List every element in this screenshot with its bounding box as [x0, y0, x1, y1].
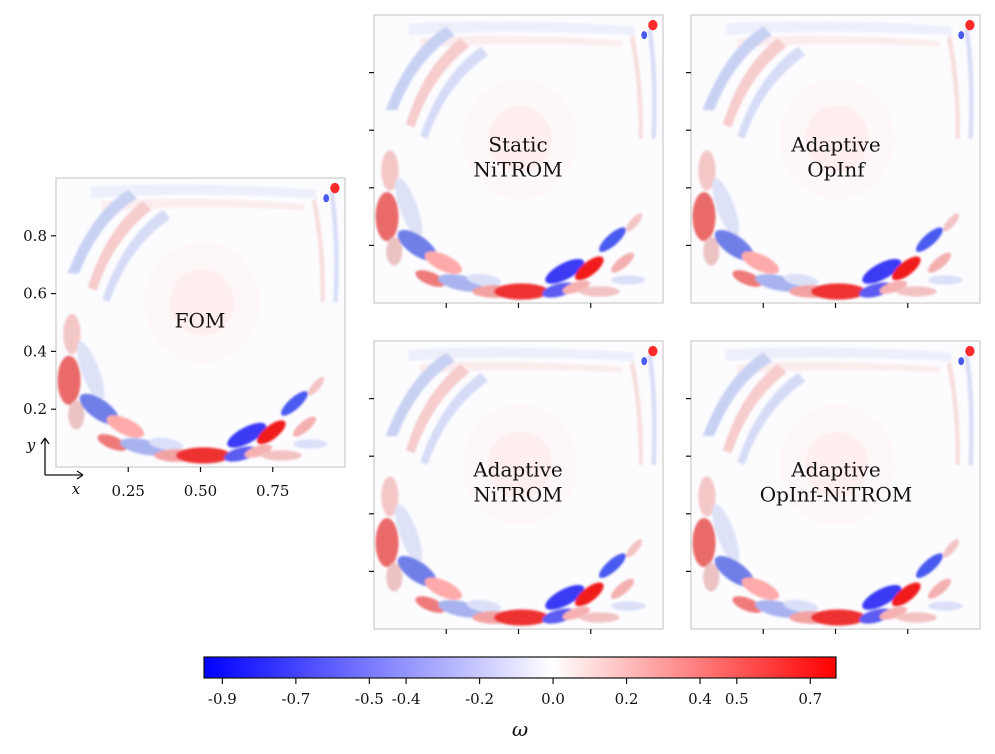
label-adaptive-nitrom-line2: NiTROM	[473, 483, 562, 507]
colorbar-tick-label: 0.4	[688, 690, 712, 708]
y-tick-label: 0.2	[23, 400, 47, 418]
colorbar-tick-label: -0.2	[465, 690, 494, 708]
x-tick-label: 0.75	[256, 482, 289, 500]
y-tick-label: 0.6	[23, 285, 47, 303]
colorbar-tick-label: -0.7	[281, 690, 310, 708]
colorbar: -0.9 -0.7 -0.5 -0.4 -0.2 0.0 0.2 0.4 0.5 0.7 ω	[203, 656, 837, 741]
panel-fom: FOM	[55, 177, 346, 468]
label-adaptive-nitrom-line1: Adaptive	[472, 458, 563, 482]
colorbar-tick-label: -0.5	[355, 690, 384, 708]
colorbar-tick-label: 0.0	[541, 690, 565, 708]
label-adaptive-opinf-nitrom-line1: Adaptive	[790, 458, 881, 482]
panel-adaptive-opinf: Adaptive OpInf	[690, 14, 981, 304]
colorbar-tick-label: -0.4	[392, 690, 421, 708]
x-axis-label: x	[72, 480, 81, 498]
label-adaptive-opinf-line2: OpInf	[807, 158, 866, 182]
colorbar-tick-label: 0.5	[725, 690, 749, 708]
label-adaptive-opinf-nitrom-line2: OpInf-NiTROM	[760, 483, 913, 507]
label-fom: FOM	[175, 309, 226, 333]
y-tick-label: 0.4	[23, 342, 47, 360]
axis-ticks: 0.25 0.50 0.75 0.2 0.4 0.6 0.8	[23, 71, 909, 634]
colorbar-gradient	[203, 656, 837, 679]
y-tick-label: 0.8	[23, 227, 47, 245]
y-arrow-head	[40, 437, 50, 445]
label-static-nitrom-line2: NiTROM	[473, 158, 562, 182]
y-axis-label: y	[26, 436, 36, 454]
colorbar-label: ω	[512, 717, 528, 741]
axis-arrows: x y	[26, 436, 84, 498]
colorbar-ticks: -0.9 -0.7 -0.5 -0.4 -0.2 0.0 0.2 0.4 0.5 0.7	[208, 678, 822, 708]
panel-adaptive-opinf-nitrom: Adaptive OpInf-NiTROM	[690, 340, 981, 630]
colorbar-tick-label: 0.2	[615, 690, 639, 708]
x-arrow-head	[76, 470, 84, 480]
panel-adaptive-nitrom: Adaptive NiTROM	[373, 340, 664, 630]
colorbar-tick-label: 0.7	[798, 690, 822, 708]
x-tick-label: 0.25	[112, 482, 145, 500]
label-adaptive-opinf-line1: Adaptive	[790, 133, 881, 157]
colorbar-tick-label: -0.9	[208, 690, 237, 708]
label-static-nitrom-line1: Static	[488, 133, 547, 157]
panel-static-nitrom: Static NiTROM	[373, 14, 664, 304]
x-tick-label: 0.50	[184, 482, 217, 500]
